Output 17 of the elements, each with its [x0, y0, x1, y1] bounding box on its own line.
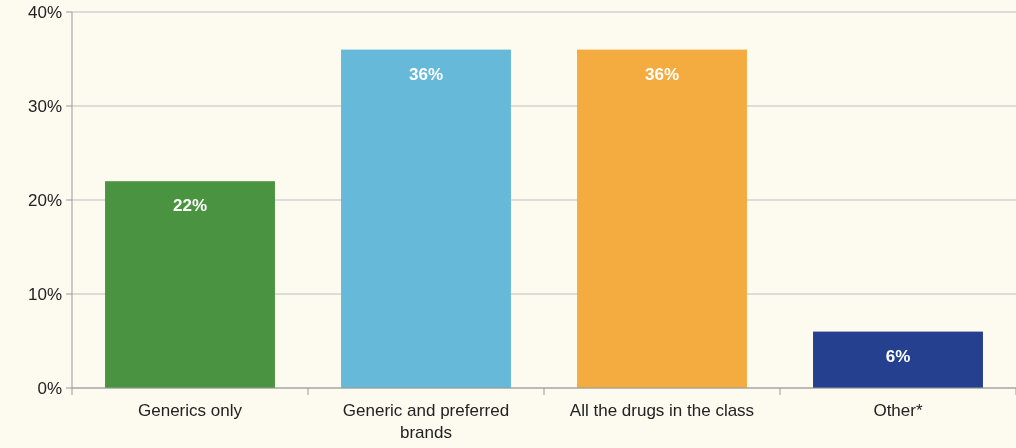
- bar: [105, 181, 275, 388]
- y-tick-label: 40%: [27, 2, 62, 22]
- bar: [813, 331, 983, 388]
- x-tick-label: Generic and preferred brands: [342, 401, 510, 442]
- y-tick-label: 30%: [27, 96, 62, 116]
- bar: [341, 49, 511, 388]
- x-tick-label: Generics only: [138, 401, 243, 420]
- data-label: 6%: [885, 346, 911, 366]
- y-tick-label: 10%: [27, 284, 62, 304]
- x-tick-label: Other*: [873, 401, 923, 420]
- bar: [577, 49, 747, 388]
- data-label: 36%: [408, 64, 444, 84]
- data-label: 22%: [172, 196, 208, 216]
- y-tick-label: 20%: [27, 190, 62, 210]
- x-tick-label: All the drugs in the class: [569, 401, 755, 420]
- data-label: 36%: [644, 64, 680, 84]
- y-tick-label: 0%: [37, 378, 62, 398]
